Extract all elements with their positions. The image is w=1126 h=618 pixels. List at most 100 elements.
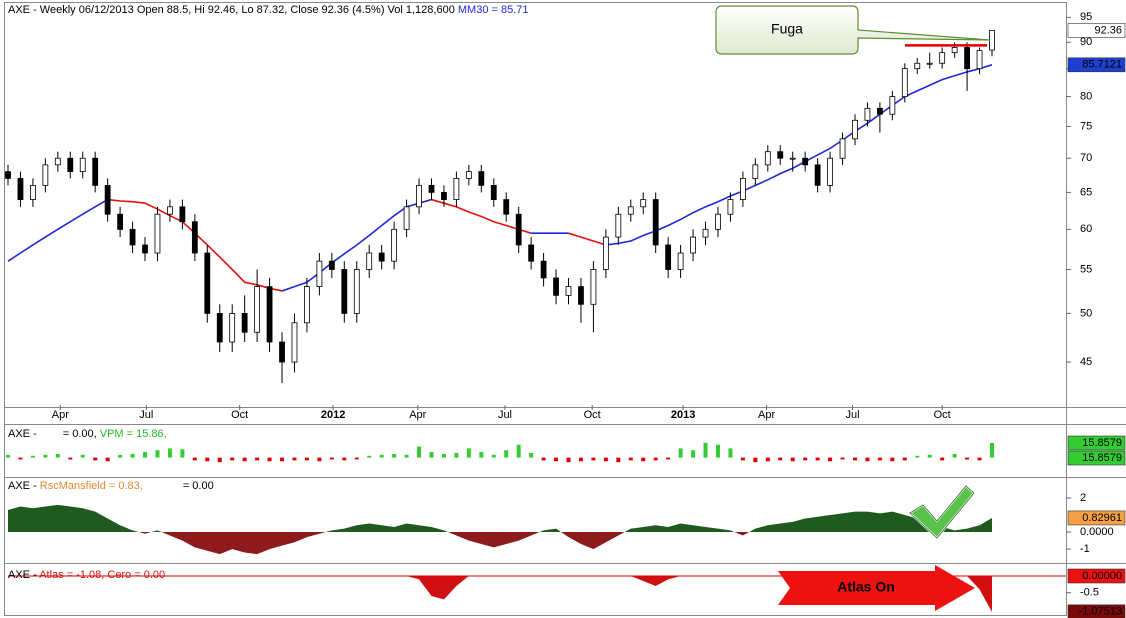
candle-body (789, 157, 796, 160)
candle-body (839, 138, 846, 159)
bar (778, 457, 783, 461)
bar (691, 450, 696, 458)
x-tick-label: 2013 (671, 409, 695, 421)
candle-body (328, 260, 335, 270)
candle-body (665, 244, 672, 270)
candle-body (590, 269, 597, 305)
candle-body (179, 206, 186, 223)
bar (554, 457, 559, 462)
bar (367, 455, 372, 458)
x-tick-label: Jul (498, 409, 512, 421)
candle-body (503, 199, 510, 215)
x-tick-label: Apr (758, 409, 775, 421)
bar (242, 457, 247, 462)
bar (990, 443, 994, 458)
bar (902, 457, 907, 461)
candle-body (204, 252, 211, 314)
header-text: Cero = 0.00 (107, 569, 165, 581)
price-tag (1067, 510, 1126, 526)
x-tick-label: Jul (139, 409, 153, 421)
check-outline (909, 485, 975, 539)
bar (603, 457, 608, 462)
bar (280, 457, 285, 462)
candle-body (441, 192, 447, 200)
candle-body (241, 313, 248, 333)
y-tick-label: 50 (1080, 307, 1092, 319)
price-tag-label: 0.82961 (1082, 512, 1122, 524)
candle-body (627, 206, 634, 215)
x-tick-label: Oct (584, 409, 601, 421)
header-text: AXE - (8, 569, 37, 581)
bar (43, 454, 48, 458)
x-tick-label: Jul (845, 409, 859, 421)
plot-area: 4550556065707580859095AprJulOct2012AprJu… (5, 11, 1126, 618)
candle-body (142, 244, 148, 254)
y-tick-label: 95 (1080, 11, 1092, 23)
bar (740, 457, 745, 461)
bar (18, 457, 23, 460)
bar (703, 442, 708, 458)
bar (167, 448, 172, 458)
price-tag-label: 85.7121 (1082, 59, 1122, 71)
bar (915, 455, 920, 458)
bar (392, 453, 397, 458)
bar (666, 457, 671, 460)
price-tag-label: 15.8579 (1082, 452, 1122, 464)
y-tick-label: 70 (1080, 152, 1092, 164)
bar (578, 457, 583, 462)
candle-body (403, 206, 410, 230)
candle-body (739, 178, 746, 200)
price-tag (1067, 57, 1126, 73)
bar (6, 454, 10, 458)
bar (653, 457, 658, 461)
candle-body (378, 252, 385, 262)
candle-body (465, 171, 472, 179)
candle-body (129, 228, 136, 246)
candle-body (391, 228, 398, 262)
bar (143, 452, 148, 458)
price-tag (1067, 604, 1126, 618)
header-text: = 0.00, (63, 428, 97, 440)
header-text: AXE - Weekly 06/12/2013 Open 88.5, Hi 92… (8, 4, 455, 16)
candle-body (976, 50, 983, 70)
series-label: RscMansfield = 0.83, (40, 480, 143, 492)
rsc-header: AXE - RscMansfield = 0.83, = 0.00 (8, 480, 214, 492)
price-tag (1067, 568, 1126, 584)
bar (454, 453, 459, 458)
candle-body (777, 151, 784, 159)
bar (865, 457, 870, 462)
candle-body (191, 221, 198, 254)
price-tag (1067, 23, 1126, 38)
candle-body (79, 157, 86, 172)
main-header: AXE - Weekly 06/12/2013 Open 88.5, Hi 92… (8, 4, 529, 16)
candle-body (677, 252, 684, 270)
bar (255, 457, 260, 461)
candle-body (553, 277, 559, 296)
bar (877, 457, 882, 461)
candle-body (901, 68, 908, 98)
arrow (778, 565, 975, 611)
candle-body (353, 269, 360, 314)
bar (118, 454, 123, 458)
candle-body (341, 269, 348, 314)
ma-line (7, 198, 109, 262)
candle-body (926, 62, 933, 65)
series-label: VPM = 15.86, (100, 428, 167, 440)
x-tick-label: Oct (934, 409, 951, 421)
bar (616, 457, 621, 463)
vpm-header: AXE - = 0.00, VPM = 15.86, (8, 428, 167, 440)
bar (230, 457, 235, 461)
y-tick-label: 75 (1080, 120, 1092, 132)
candle-body (715, 213, 721, 230)
area-positive (8, 504, 992, 533)
candle-body (279, 341, 285, 363)
candle-body (889, 96, 896, 115)
y-tick-label: 55 (1080, 263, 1092, 275)
bar (80, 454, 85, 458)
candle-body (428, 184, 435, 193)
ma-line (568, 232, 607, 246)
bar (205, 457, 210, 462)
y-tick-label: 65 (1080, 186, 1092, 198)
